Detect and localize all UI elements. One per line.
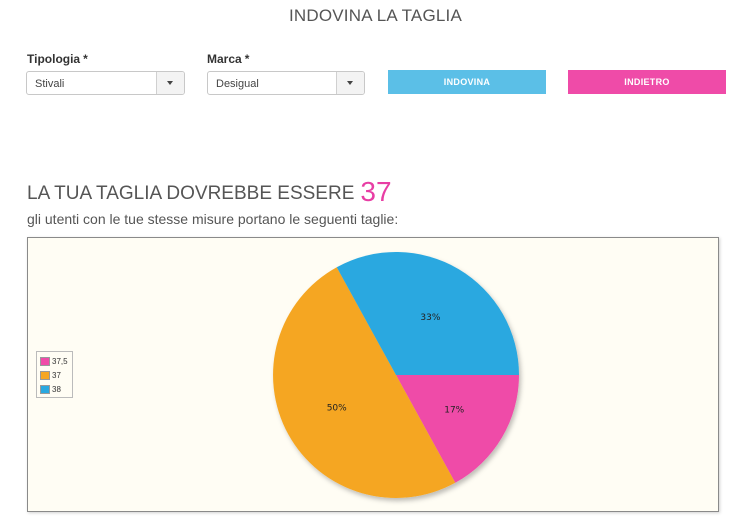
legend-label: 37	[52, 370, 61, 380]
tipologia-dropdown-button[interactable]	[156, 72, 184, 94]
indietro-button[interactable]: INDIETRO	[568, 70, 726, 94]
marca-label: Marca *	[207, 52, 249, 66]
marca-required-mark: *	[244, 52, 250, 66]
chart-legend: 37,5 37 38	[36, 351, 73, 398]
tipologia-select[interactable]: Stivali	[26, 71, 185, 95]
legend-swatch	[40, 370, 50, 380]
marca-dropdown-button[interactable]	[336, 72, 364, 94]
legend-label: 37,5	[52, 356, 68, 366]
tipologia-label: Tipologia *	[27, 52, 88, 66]
pie-label-37: 50%	[327, 404, 347, 414]
pie-label-37-5: 17%	[444, 405, 464, 415]
marca-select-value: Desigual	[216, 78, 259, 90]
pie-slice-37	[273, 267, 456, 498]
pie-slice-37-5	[396, 375, 519, 483]
tipologia-label-text: Tipologia	[27, 52, 81, 66]
legend-swatch	[40, 356, 50, 366]
result-heading: LA TUA TAGLIA DOVREBBE ESSERE 37	[27, 176, 392, 208]
tipologia-required-mark: *	[83, 52, 88, 66]
marca-select[interactable]: Desigual	[207, 71, 365, 95]
legend-swatch	[40, 384, 50, 394]
pie-chart-svg: 17% 50% 33%	[273, 252, 519, 498]
page-title: INDOVINA LA TAGLIA	[288, 6, 463, 25]
result-subtitle: gli utenti con le tue stesse misure port…	[27, 211, 399, 227]
pie-label-38: 33%	[420, 313, 440, 323]
caret-down-icon	[347, 81, 353, 85]
legend-item: 38	[40, 382, 68, 396]
legend-item: 37	[40, 368, 68, 382]
size-distribution-chart: 17% 50% 33% 37,5 37 38	[27, 237, 719, 512]
indovina-button[interactable]: INDOVINA	[388, 70, 546, 94]
predicted-size: 37	[360, 176, 392, 207]
tipologia-select-value: Stivali	[35, 78, 65, 90]
legend-label: 38	[52, 384, 61, 394]
legend-item: 37,5	[40, 354, 68, 368]
result-heading-text: LA TUA TAGLIA DOVREBBE ESSERE	[27, 183, 355, 204]
pie-slice-38	[336, 252, 519, 375]
caret-down-icon	[167, 81, 173, 85]
marca-label-text: Marca	[207, 52, 242, 66]
